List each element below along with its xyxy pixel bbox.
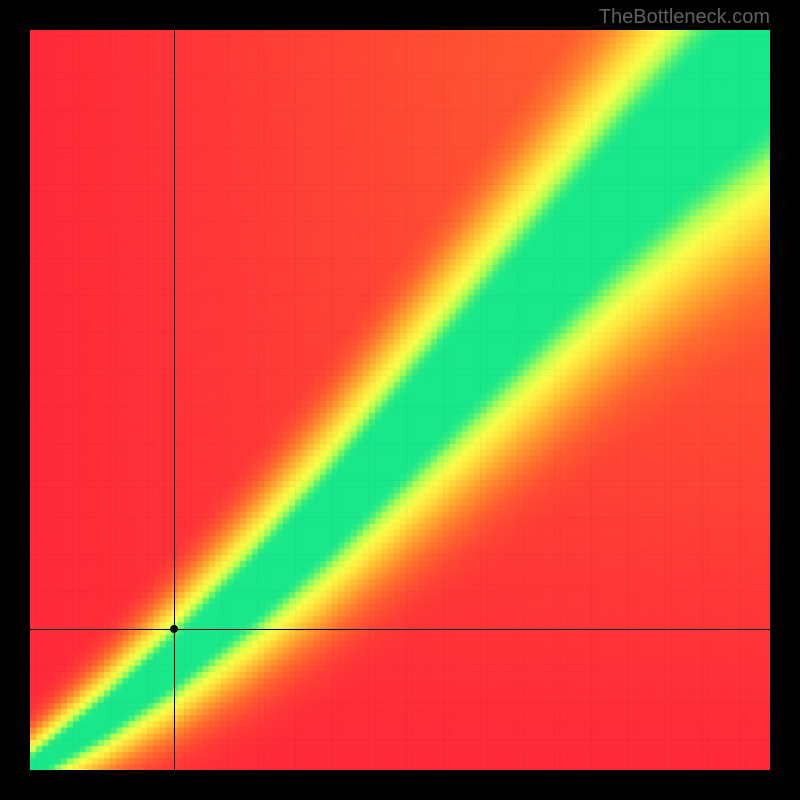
plot-area — [30, 30, 770, 770]
watermark-text: TheBottleneck.com — [599, 6, 770, 29]
crosshair-marker-dot — [170, 625, 178, 633]
crosshair-vertical — [174, 30, 175, 770]
heatmap-canvas — [30, 30, 770, 770]
crosshair-horizontal — [30, 629, 770, 630]
